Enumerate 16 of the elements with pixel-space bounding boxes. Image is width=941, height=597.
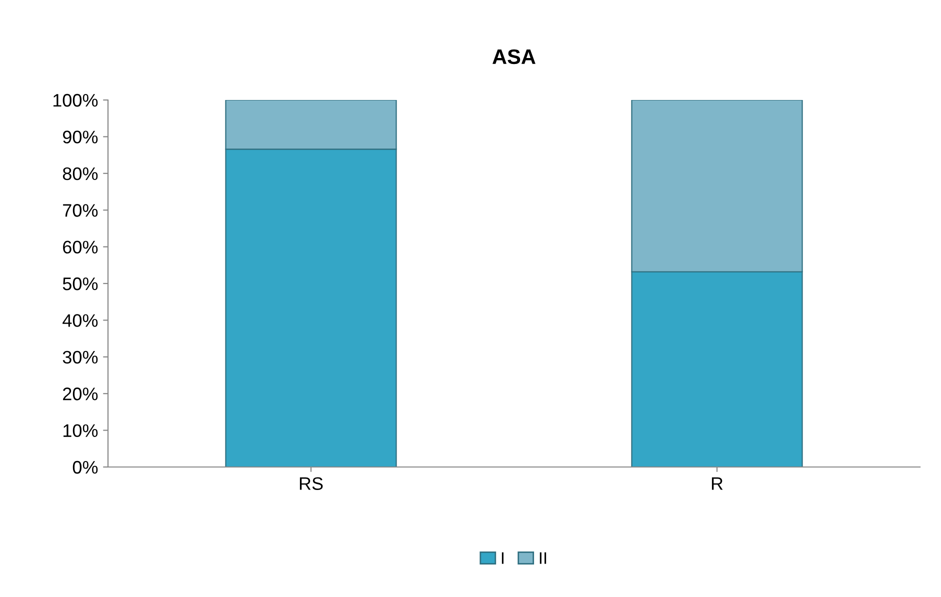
y-tick-label: 80% [62, 167, 98, 180]
y-tick-label: 0% [72, 460, 98, 474]
y-tick-label: 40% [62, 314, 98, 327]
legend-label: II [540, 552, 546, 564]
y-tick-label: 50% [62, 277, 98, 290]
y-tick-label: 30% [62, 350, 98, 364]
x-tick-label: RS [300, 477, 323, 490]
y-tick-label: 70% [63, 204, 98, 217]
y-tick-label: 60% [63, 240, 98, 254]
y-tick-label: 100% [53, 94, 98, 107]
y-tick-label: 90% [62, 130, 98, 144]
x-tick-label: R [712, 477, 723, 490]
y-tick-label: 20% [63, 388, 98, 400]
chart-title: ASA [492, 49, 536, 64]
y-tick-label: 10% [64, 424, 98, 438]
legend-label: I [502, 552, 504, 564]
